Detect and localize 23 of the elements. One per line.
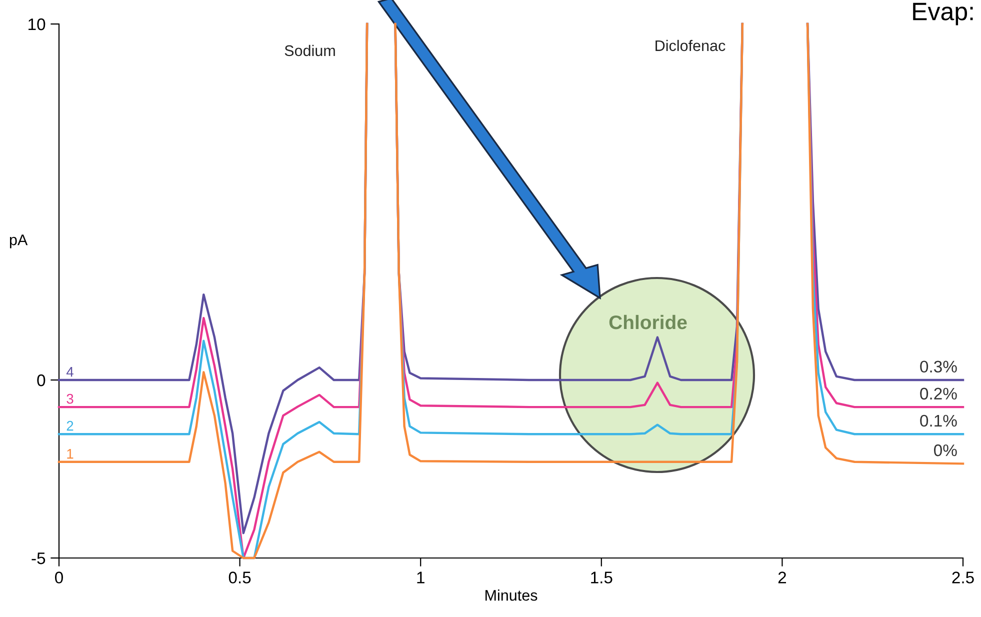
- annotation: 4: [66, 367, 74, 377]
- x-tick-label: 1.5: [591, 572, 612, 584]
- series-label: 0.1%: [920, 414, 957, 427]
- y-axis-title: pA: [10, 234, 28, 248]
- x-tick-label: 2: [778, 572, 786, 584]
- series-label: 0%: [934, 444, 957, 456]
- x-tick-label: 0: [55, 572, 63, 584]
- series-label: 0.3%: [920, 360, 957, 373]
- y-tick-label: 10: [28, 18, 46, 30]
- x-tick-label: 1: [417, 572, 424, 584]
- series-label: 0.2%: [920, 388, 957, 400]
- annotation: Evap:: [913, 2, 973, 26]
- y-tick-label: 0: [37, 374, 46, 386]
- x-axis-title: Minutes: [486, 590, 538, 601]
- annotation: 1: [67, 449, 74, 459]
- annotation: Sodium: [284, 44, 335, 56]
- y-tick-label: -5: [32, 552, 46, 564]
- x-tick-label: 0.5: [228, 572, 251, 584]
- x-tick-label: 2.5: [952, 572, 974, 584]
- annotation: 2: [66, 420, 74, 431]
- annotation: Chloride: [609, 314, 687, 330]
- annotation: 3: [66, 394, 74, 404]
- annotation: Diclofenac: [656, 40, 726, 52]
